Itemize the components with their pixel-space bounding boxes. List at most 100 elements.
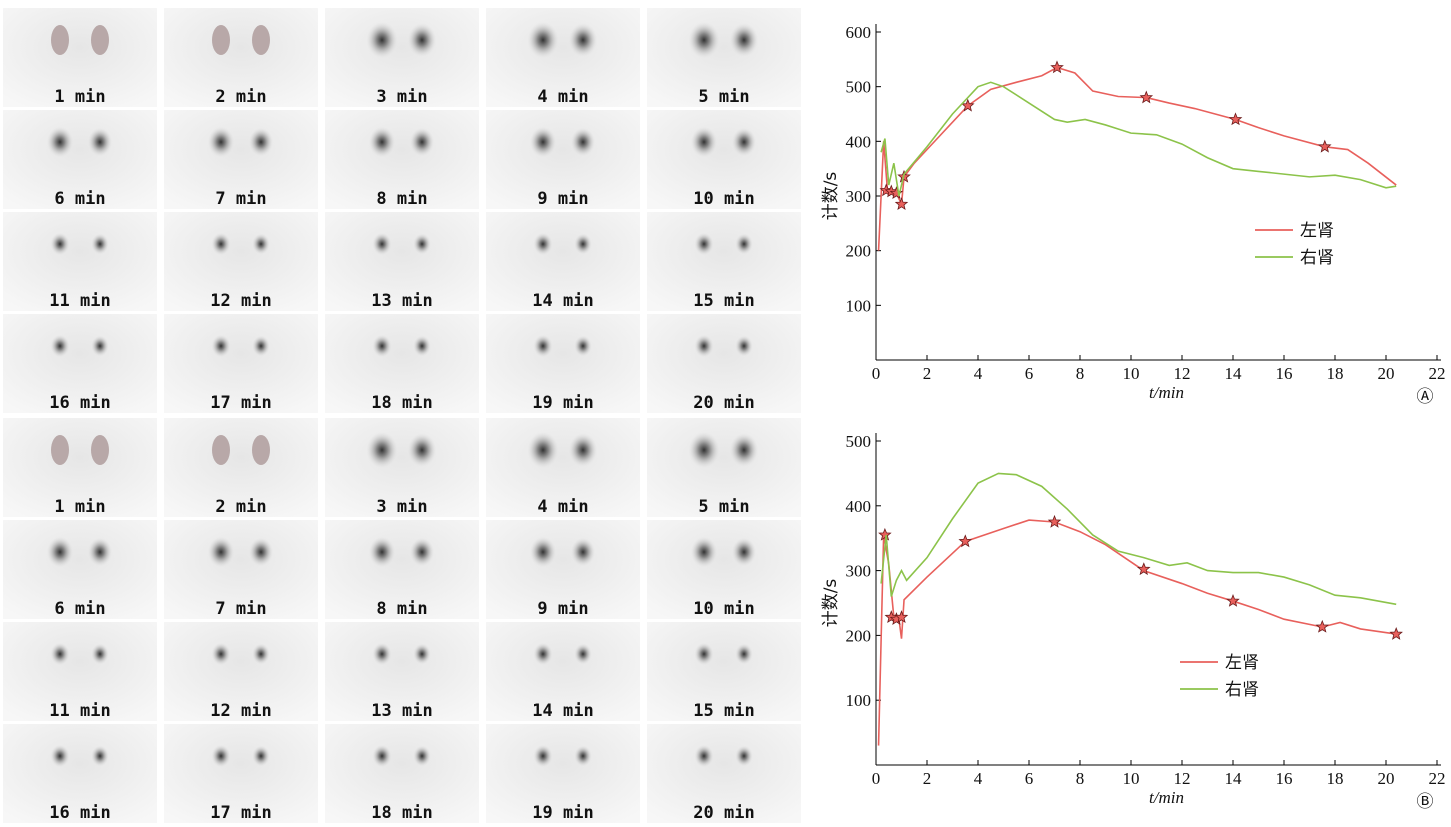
kidney	[732, 538, 756, 567]
frame-label: 5 min	[698, 87, 749, 107]
kidney	[732, 128, 756, 157]
kidney	[413, 234, 431, 255]
y-axis-label: 计数/s	[821, 172, 841, 221]
kidney	[366, 22, 397, 58]
kidney	[211, 233, 230, 255]
kidney	[530, 537, 556, 568]
frame-label: 20 min	[693, 393, 754, 413]
x-tick-label: 2	[923, 769, 932, 788]
kidney	[212, 435, 230, 465]
kidney	[735, 234, 753, 255]
kidney	[413, 746, 431, 767]
kidney	[574, 644, 592, 665]
star-marker	[1051, 62, 1063, 73]
frame-label: 16 min	[49, 803, 110, 823]
frame-label: 13 min	[371, 701, 432, 721]
y-tick-label: 400	[846, 497, 872, 516]
kidney	[694, 233, 713, 255]
frame-label: 1 min	[54, 497, 105, 517]
kidney	[574, 336, 592, 357]
frame-label: 11 min	[49, 291, 110, 311]
frame-label: 4 min	[537, 87, 588, 107]
kidney	[571, 538, 595, 567]
star-marker	[1049, 516, 1060, 527]
kidney	[408, 23, 437, 57]
star-marker	[1319, 141, 1330, 152]
y-tick-label: 400	[846, 132, 872, 151]
kidney	[249, 128, 273, 157]
kidney	[694, 745, 713, 767]
frame-label: 13 min	[371, 291, 432, 311]
kidney	[372, 745, 391, 767]
frame-label: 14 min	[532, 701, 593, 721]
panel-label: Ⓑ	[1417, 792, 1434, 811]
kidney	[735, 746, 753, 767]
kidney	[211, 335, 230, 357]
kidney	[91, 234, 109, 255]
kidney	[527, 432, 558, 468]
frame-label: 17 min	[210, 803, 271, 823]
kidney	[252, 644, 270, 665]
kidney	[410, 538, 434, 567]
kidney	[88, 128, 112, 157]
frame-label: 10 min	[693, 599, 754, 619]
kidney	[410, 128, 434, 157]
kidney	[208, 127, 234, 158]
kidney	[208, 537, 234, 568]
legend-label: 左肾	[1225, 653, 1259, 673]
kidney	[211, 745, 230, 767]
frame-label: 1 min	[54, 87, 105, 107]
x-tick-label: 10	[1123, 769, 1140, 788]
kidney	[91, 25, 109, 55]
frame-label: 3 min	[376, 497, 427, 517]
kidney	[211, 643, 230, 665]
kidney	[252, 746, 270, 767]
kidney	[569, 433, 598, 467]
kidney	[369, 127, 395, 158]
x-tick-label: 18	[1327, 769, 1344, 788]
kidney	[88, 538, 112, 567]
kidney	[50, 643, 69, 665]
y-tick-label: 100	[846, 691, 872, 710]
kidney	[533, 643, 552, 665]
line-series	[879, 520, 1397, 746]
kidney	[50, 745, 69, 767]
frame-label: 3 min	[376, 87, 427, 107]
kidney	[252, 435, 270, 465]
star-marker	[1227, 595, 1238, 606]
x-tick-label: 20	[1378, 364, 1395, 383]
kidney	[574, 234, 592, 255]
kidney	[571, 128, 595, 157]
legend-label: 左肾	[1300, 221, 1334, 241]
x-tick-label: 6	[1025, 769, 1034, 788]
kidney	[688, 432, 719, 468]
y-tick-label: 300	[846, 562, 872, 581]
frame-label: 2 min	[215, 497, 266, 517]
x-tick-label: 8	[1076, 364, 1085, 383]
frame-label: 19 min	[532, 393, 593, 413]
frame-label: 12 min	[210, 291, 271, 311]
frame-label: 8 min	[376, 189, 427, 209]
y-tick-label: 500	[846, 432, 872, 451]
kidney	[574, 746, 592, 767]
frame-label: 6 min	[54, 599, 105, 619]
x-tick-label: 0	[872, 364, 881, 383]
kidney	[533, 745, 552, 767]
kidney	[533, 233, 552, 255]
x-tick-label: 12	[1174, 769, 1191, 788]
y-tick-label: 300	[846, 187, 872, 206]
x-tick-label: 4	[974, 769, 983, 788]
kidney	[694, 335, 713, 357]
kidney	[212, 25, 230, 55]
x-axis-label: t/min	[1149, 383, 1184, 402]
frame-label: 15 min	[693, 291, 754, 311]
kidney	[372, 233, 391, 255]
x-tick-label: 4	[974, 364, 983, 383]
y-tick-label: 200	[846, 626, 872, 645]
kidney	[50, 335, 69, 357]
frame-label: 4 min	[537, 497, 588, 517]
x-tick-label: 16	[1276, 364, 1293, 383]
kidney	[730, 23, 759, 57]
frame-label: 10 min	[693, 189, 754, 209]
kidney	[91, 435, 109, 465]
